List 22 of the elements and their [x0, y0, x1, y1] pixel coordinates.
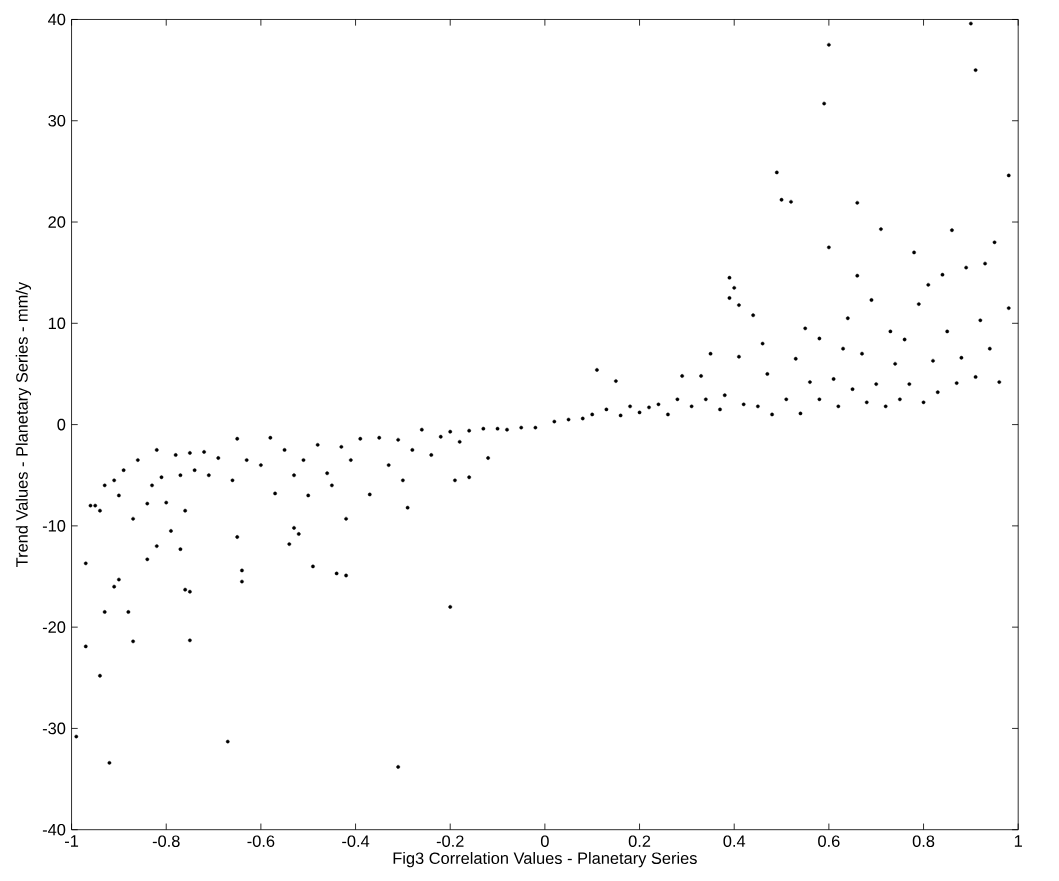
x-tick-label: 0.6: [818, 835, 840, 848]
x-tick-label: -0.2: [436, 835, 464, 848]
y-tick-label: 40: [48, 13, 66, 26]
x-tick-label: 0.2: [628, 835, 651, 848]
x-tick-label: 1: [1014, 835, 1022, 847]
x-tick-label: 0: [540, 835, 549, 848]
y-tick-label: -10: [42, 520, 66, 532]
y-tick-label: 20: [48, 216, 66, 228]
x-tick-label: 0.4: [723, 835, 746, 848]
y-axis-title: Trend Values - Planetary Series - mm/y: [15, 281, 32, 567]
y-tick-label: 10: [48, 317, 66, 330]
x-tick-label: 0.8: [912, 835, 935, 848]
y-tick-label: 30: [48, 114, 66, 127]
x-axis-title: Fig3 Correlation Values - Planetary Series: [393, 852, 697, 868]
y-tick-label: 0: [57, 418, 66, 431]
x-tick-label: -1: [65, 835, 79, 847]
x-tick-label: -0.8: [152, 835, 180, 848]
y-tick-label: -30: [42, 722, 66, 735]
x-tick-label: -0.6: [247, 835, 275, 848]
y-tick-label: -20: [42, 621, 66, 633]
y-tick-label: -40: [42, 823, 66, 836]
x-tick-label: -0.4: [342, 835, 370, 848]
